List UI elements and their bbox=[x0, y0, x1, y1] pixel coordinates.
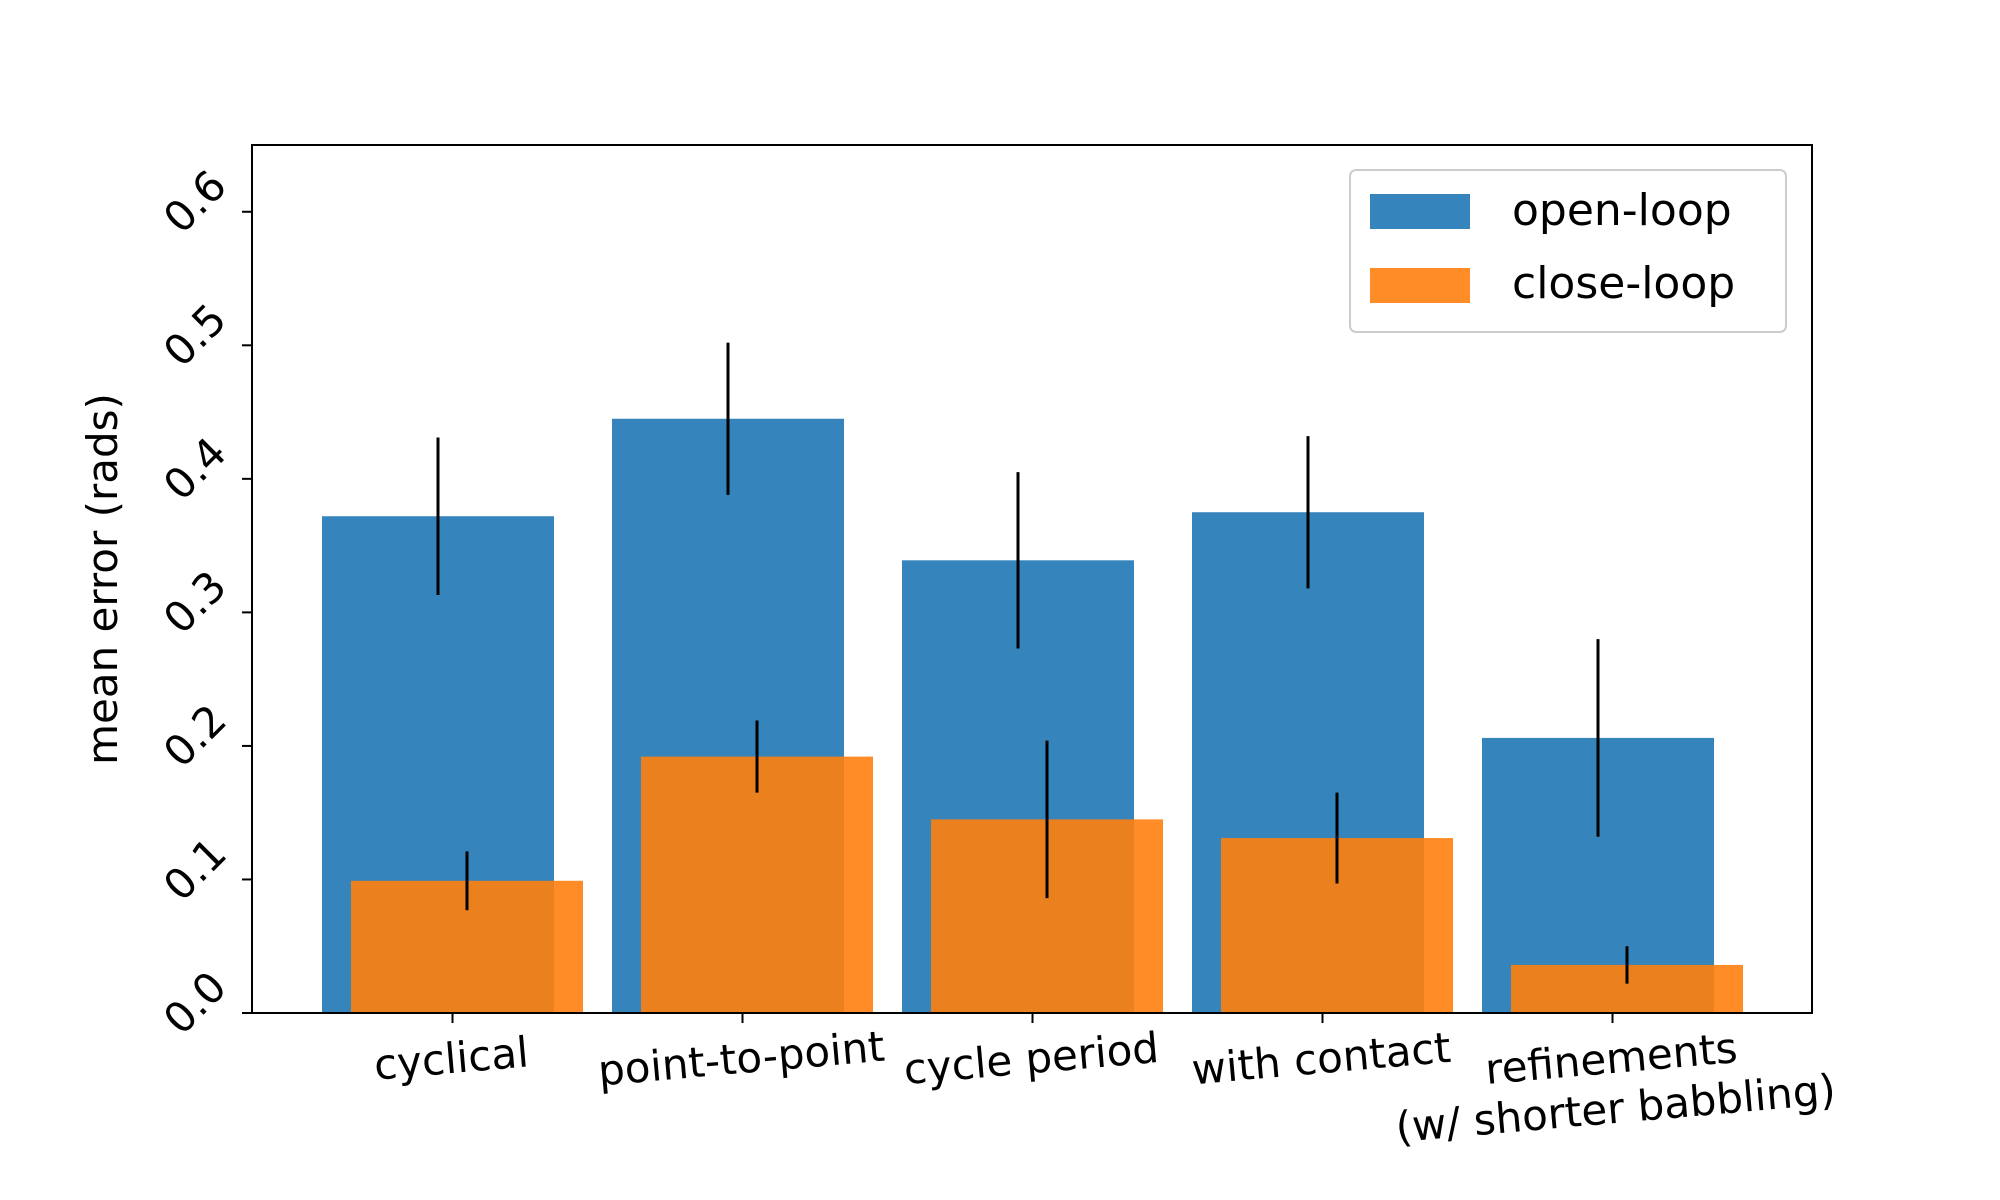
bar-close-loop-1 bbox=[641, 756, 873, 1013]
legend: open-loop close-loop bbox=[1349, 169, 1787, 333]
legend-label-open-loop: open-loop bbox=[1512, 185, 1732, 236]
error-bars-layer bbox=[436, 342, 1629, 984]
legend-swatch-open-loop bbox=[1370, 194, 1470, 229]
legend-swatch-close-loop bbox=[1370, 268, 1470, 303]
legend-label-close-loop: close-loop bbox=[1512, 258, 1735, 309]
y-axis-label: mean error (rads) bbox=[78, 393, 127, 765]
